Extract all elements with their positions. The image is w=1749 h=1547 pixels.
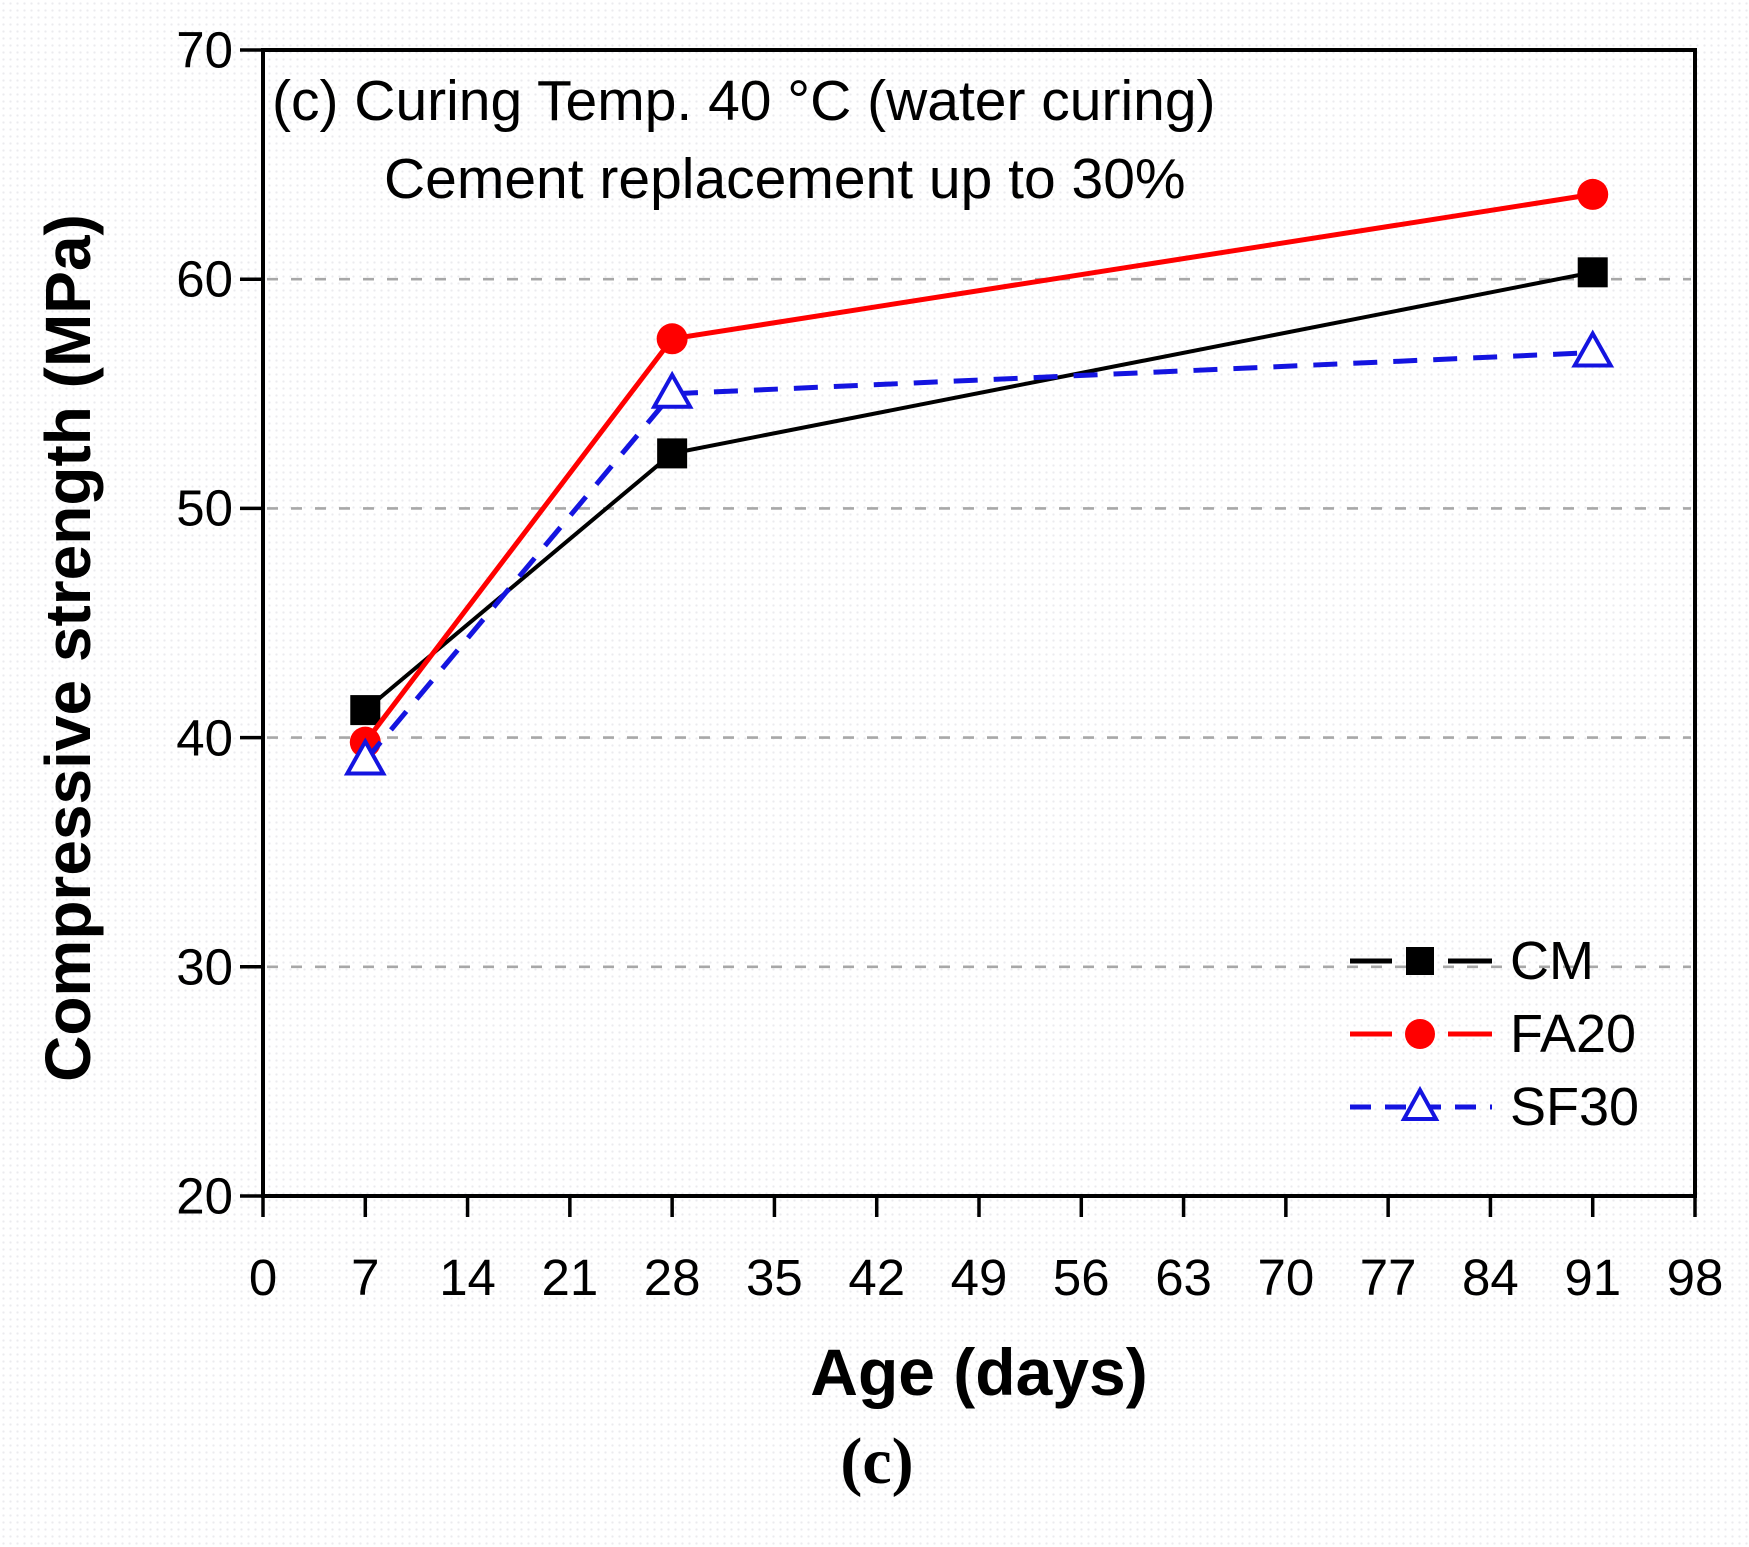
chart-subtitle: Cement replacement up to 30% xyxy=(384,147,1186,211)
y-tick-label: 60 xyxy=(176,250,233,308)
x-tick-label: 98 xyxy=(1666,1249,1724,1306)
legend-marker-cm xyxy=(1350,946,1492,975)
x-tick-label: 84 xyxy=(1462,1249,1519,1306)
x-tick-label: 56 xyxy=(1052,1249,1110,1306)
x-tick-label: 14 xyxy=(439,1249,496,1306)
x-tick-label: 7 xyxy=(351,1249,380,1306)
legend-item-cm: CM xyxy=(1348,924,1639,997)
y-tick-label: 50 xyxy=(176,479,233,537)
y-tick-label: 20 xyxy=(176,1167,233,1225)
x-tick-label: 63 xyxy=(1155,1249,1212,1306)
legend-label-fa20: FA20 xyxy=(1510,1003,1637,1064)
figure-caption: (c) xyxy=(840,1425,914,1498)
x-tick-label: 0 xyxy=(248,1249,278,1306)
legend-label-cm: CM xyxy=(1510,930,1594,991)
chart-title: (c) Curing Temp. 40 °C (water curing) xyxy=(272,69,1216,133)
y-tick-label: 30 xyxy=(176,938,233,996)
x-tick-label: 70 xyxy=(1257,1249,1315,1306)
legend-marker-fa20 xyxy=(1350,1018,1492,1049)
y-tick-label: 40 xyxy=(176,709,233,767)
x-tick-label: 35 xyxy=(746,1249,803,1306)
x-tick-label: 49 xyxy=(950,1249,1008,1306)
x-tick-label: 28 xyxy=(643,1249,701,1306)
x-tick-label: 77 xyxy=(1359,1249,1417,1306)
legend: CM FA20 SF30 xyxy=(1348,924,1639,1143)
x-axis-label: Age (days) xyxy=(810,1335,1148,1409)
legend-item-fa20: FA20 xyxy=(1348,997,1639,1070)
x-tick-label: 91 xyxy=(1564,1249,1622,1306)
y-tick-label: 70 xyxy=(176,21,233,79)
legend-marker-sf30 xyxy=(1350,1085,1492,1121)
legend-item-sf30: SF30 xyxy=(1348,1070,1639,1143)
x-tick-label: 42 xyxy=(848,1249,906,1306)
x-tick-label: 21 xyxy=(541,1249,599,1306)
legend-label-sf30: SF30 xyxy=(1510,1076,1640,1137)
